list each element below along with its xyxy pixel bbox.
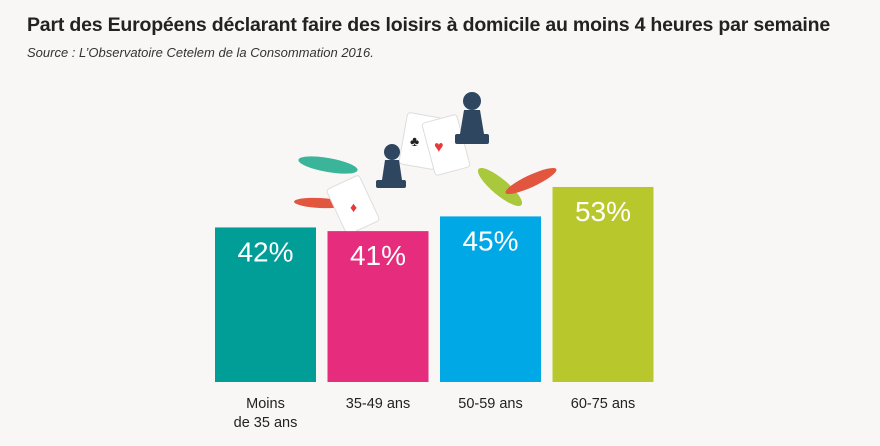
- category-label: Moins: [246, 396, 285, 412]
- svg-text:♦: ♦: [350, 199, 357, 215]
- bar: [440, 216, 541, 382]
- pawn-icon: [376, 144, 406, 188]
- category-label: 35-49 ans: [346, 396, 411, 412]
- pawn-icon: [455, 92, 489, 144]
- data-label: 45%: [462, 225, 518, 256]
- bar: [327, 231, 429, 382]
- chart-source: Source : L’Observatoire Cetelem de la Co…: [27, 45, 374, 60]
- red-chip-icon: [505, 167, 557, 195]
- category-label: de 35 ans: [234, 415, 298, 431]
- data-label: 53%: [575, 196, 631, 227]
- svg-text:♥: ♥: [434, 139, 444, 156]
- category-label: 60-75 ans: [571, 396, 636, 412]
- decoration-illustration: ♦ ♣ ♥: [294, 92, 557, 235]
- data-label: 42%: [237, 236, 293, 267]
- green-chip-icon: [477, 167, 523, 207]
- playing-card-icon: [326, 175, 380, 235]
- svg-text:♣: ♣: [410, 133, 419, 149]
- bar: [215, 227, 316, 382]
- category-label: 50-59 ans: [458, 396, 523, 412]
- bar: [552, 186, 654, 382]
- teal-chip-icon: [298, 156, 358, 174]
- chart-title: Part des Européens déclarant faire des l…: [27, 14, 831, 36]
- data-label: 41%: [350, 240, 406, 271]
